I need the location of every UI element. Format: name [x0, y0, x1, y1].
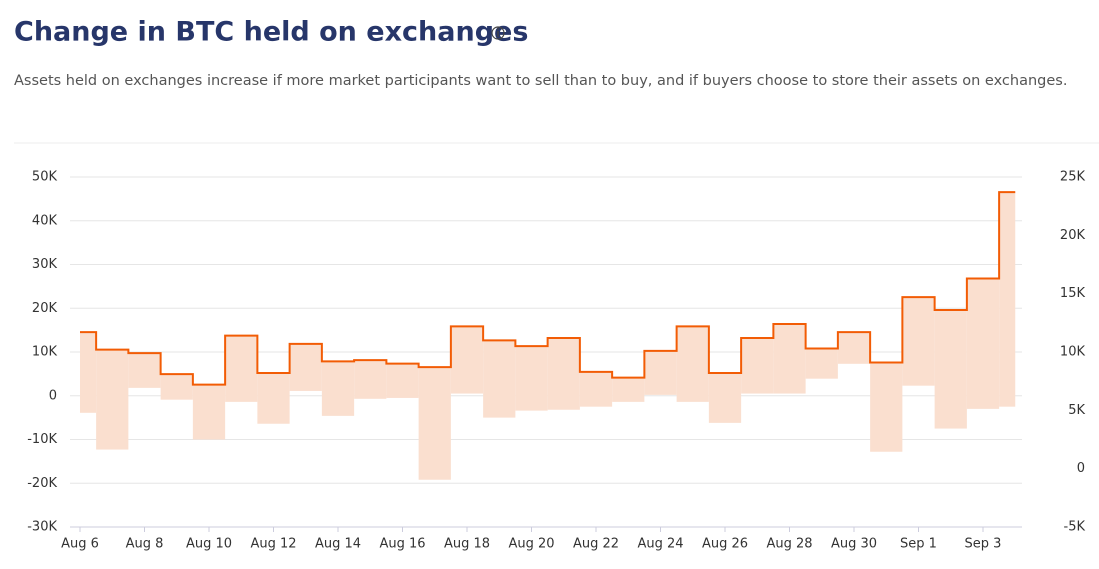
change-bar: [450, 326, 484, 394]
change-bar: [160, 374, 193, 400]
change-bar: [192, 384, 226, 440]
change-bar: [902, 297, 935, 386]
change-bar: [96, 349, 129, 450]
y-tick-label: -10K: [27, 432, 57, 447]
y-tick-label: -30K: [27, 520, 57, 535]
change-bar: [934, 310, 967, 429]
change-bar: [805, 348, 838, 379]
x-tick-label: Aug 14: [315, 537, 361, 552]
x-tick-label: Aug 8: [126, 537, 164, 552]
x-tick-label: Sep 1: [900, 537, 937, 552]
x-tick-label: Sep 3: [965, 537, 1002, 552]
info-icon: [491, 26, 505, 40]
y2-tick-label: 0: [1077, 461, 1085, 476]
y-tick-label: 10K: [32, 345, 58, 360]
x-tick-label: Aug 22: [573, 537, 619, 552]
change-bar: [612, 377, 645, 402]
x-tick-label: Aug 20: [508, 537, 554, 552]
y-tick-label: 0: [49, 388, 57, 403]
change-bar: [676, 326, 709, 402]
x-tick-label: Aug 16: [379, 537, 425, 552]
change-bar: [354, 360, 387, 399]
y-tick-label: 50K: [32, 170, 58, 185]
y-tick-label: 40K: [32, 213, 58, 228]
x-tick-label: Aug 6: [61, 537, 99, 552]
change-bar: [741, 338, 774, 394]
change-bar: [870, 362, 903, 452]
y2-tick-label: 15K: [1060, 286, 1086, 301]
y2-tick-label: 25K: [1060, 170, 1086, 185]
held-line: [80, 191, 1016, 386]
y-tick-label: -20K: [27, 476, 57, 491]
change-bar: [837, 332, 871, 364]
change-bar: [515, 346, 548, 411]
change-bar: [386, 363, 419, 398]
x-tick-label: Aug 12: [250, 537, 296, 552]
change-bar: [483, 340, 516, 418]
change-bar: [773, 324, 806, 394]
y-tick-label: 20K: [32, 301, 58, 316]
change-bar: [966, 278, 1000, 409]
change-bar: [418, 367, 451, 480]
change-bar: [708, 373, 742, 423]
y2-tick-label: 20K: [1060, 228, 1086, 243]
x-tick-label: Aug 10: [186, 537, 232, 552]
x-tick-label: Aug 26: [702, 537, 748, 552]
y2-tick-label: 5K: [1068, 403, 1085, 418]
x-tick-label: Aug 18: [444, 537, 490, 552]
y2-tick-label: 10K: [1060, 345, 1086, 360]
change-bar: [289, 343, 322, 391]
change-bar: [644, 350, 677, 395]
x-tick-label: Aug 24: [637, 537, 683, 552]
change-bar: [321, 361, 355, 416]
change-bar: [257, 373, 290, 424]
y-tick-label: 30K: [32, 257, 58, 272]
x-tick-label: Aug 28: [766, 537, 812, 552]
change-bar: [579, 371, 613, 407]
y2-tick-label: -5K: [1064, 520, 1086, 535]
change-bar: [80, 332, 97, 413]
change-bar: [225, 335, 258, 402]
change-bar: [128, 353, 161, 388]
change-bar: [999, 192, 1016, 407]
change-bar: [547, 338, 580, 410]
chart-title: Change in BTC held on exchanges: [14, 17, 528, 48]
x-tick-label: Aug 30: [831, 537, 877, 552]
chart-subtitle: Assets held on exchanges increase if mor…: [14, 73, 1067, 89]
